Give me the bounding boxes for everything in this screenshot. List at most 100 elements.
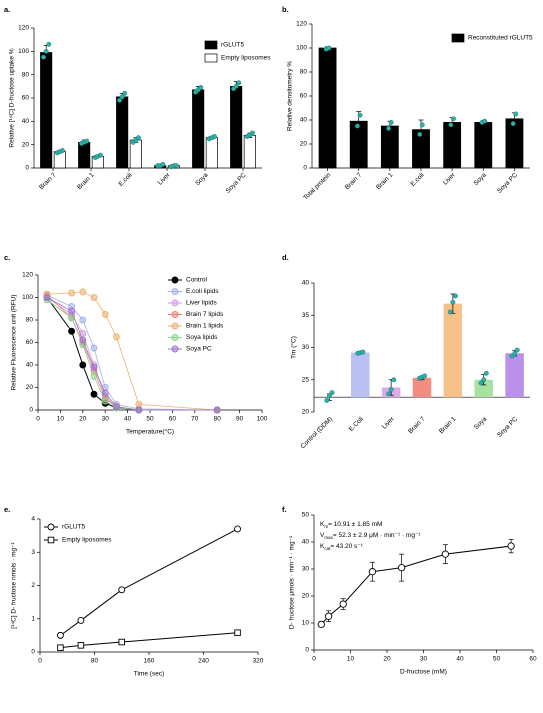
x-tick-label: Liver (442, 171, 458, 187)
x-tick-label: Soya PC (225, 171, 248, 194)
annotation-symbol: K (320, 543, 325, 550)
y-tick-label: 1 (31, 615, 35, 622)
data-point (198, 85, 204, 90)
x-tick-label: E.coli (117, 172, 133, 188)
y-tick-label: 80 (22, 71, 30, 78)
bar (192, 89, 205, 169)
bar (474, 122, 493, 169)
x-tick-label: 0 (312, 656, 316, 663)
x-tick-label: 40 (124, 416, 132, 423)
bar (40, 52, 53, 169)
y-axis-label: Relative densitometry % (287, 61, 294, 131)
panel-label: f. (282, 505, 287, 514)
y-tick-label: 100 (296, 45, 307, 52)
legend-label: Control (186, 277, 208, 284)
panel-label: b. (282, 5, 289, 14)
legend-label: Brain 7 lipids (186, 311, 224, 318)
series-line (46, 297, 218, 411)
marker (90, 372, 98, 380)
panel-label: d. (282, 253, 289, 262)
marker (368, 568, 377, 576)
annotation-symbol: V (320, 532, 325, 539)
x-tick-label: 40 (456, 656, 464, 663)
x-tick-label: 50 (493, 656, 501, 663)
data-point (386, 125, 392, 131)
x-tick-label: 60 (529, 656, 537, 663)
marker (135, 400, 143, 408)
x-tick-label: Brain 1 (438, 415, 458, 435)
y-tick-label: 40 (22, 118, 30, 125)
marker (112, 403, 120, 411)
bar (78, 141, 91, 169)
data-point (453, 293, 458, 299)
x-tick-label: Brain 1 (76, 171, 96, 191)
data-point (450, 299, 456, 305)
marker (79, 336, 87, 344)
y-tick-label: 30 (302, 344, 310, 351)
x-tick-label: 10 (347, 656, 355, 663)
y-tick-label: 4 (31, 516, 35, 523)
bar (116, 96, 129, 169)
marker (90, 344, 98, 352)
data-point (391, 377, 397, 383)
y-tick-label: 100 (18, 48, 29, 55)
y-tick-label: 40 (26, 362, 34, 369)
marker (90, 294, 98, 301)
y-tick-label: 80 (300, 69, 308, 76)
data-point (388, 119, 394, 125)
panel-label: e. (4, 505, 10, 514)
legend-label: rGLUT5 (221, 42, 245, 49)
y-tick-label: 20 (300, 141, 308, 148)
data-point (448, 122, 454, 128)
y-tick-label: 40 (302, 539, 310, 546)
marker (118, 638, 125, 646)
data-point (422, 373, 428, 379)
y-tick-label: 20 (26, 384, 34, 391)
marker (68, 307, 76, 315)
data-point (119, 94, 125, 100)
y-tick-label: 50 (302, 512, 310, 519)
x-tick-label: Soya (473, 415, 489, 431)
x-axis-label: Time (sec) (134, 671, 164, 678)
marker (213, 406, 221, 414)
marker (101, 310, 109, 318)
y-tick-label: 10 (302, 620, 310, 627)
y-tick-label: 0 (29, 407, 33, 414)
marker (339, 600, 347, 608)
bar (205, 137, 218, 169)
y-tick-label: 0 (31, 649, 35, 656)
data-point (135, 135, 141, 141)
x-tick-label: 80 (214, 416, 222, 423)
marker (441, 550, 450, 558)
data-point (388, 386, 394, 392)
annotation-text: = 52.3 ± 2.9 μM · min⁻¹ · mg⁻¹ (333, 532, 422, 539)
marker (79, 316, 87, 324)
marker (77, 642, 85, 649)
fit-line (320, 545, 512, 625)
marker (101, 389, 109, 397)
marker (43, 294, 51, 301)
x-tick-label: 80 (91, 658, 99, 665)
data-point (117, 97, 123, 103)
x-tick-label: Soya PC (496, 415, 519, 438)
annotation: Vmax= 52.3 ± 2.9 μM · min⁻¹ · mg⁻¹ (320, 532, 421, 540)
x-tick-label: Soya (472, 171, 488, 187)
x-tick-label: 0 (38, 658, 42, 665)
panel-label: c. (4, 253, 10, 262)
marker (118, 586, 126, 594)
bar (351, 352, 370, 398)
marker (234, 629, 241, 636)
data-point (324, 397, 330, 403)
marker (90, 363, 98, 371)
marker (171, 345, 179, 353)
data-point (122, 90, 128, 96)
legend-swatch (204, 40, 218, 50)
y-tick-label: 60 (26, 339, 34, 346)
marker (317, 620, 325, 628)
marker (90, 390, 98, 398)
data-point (84, 138, 90, 144)
y-axis-label: [¹⁴C] D- fructose nmols · mg⁻¹ (11, 541, 18, 628)
data-point (160, 162, 166, 167)
data-point (417, 131, 423, 137)
legend-label: Soya lipids (186, 334, 218, 341)
